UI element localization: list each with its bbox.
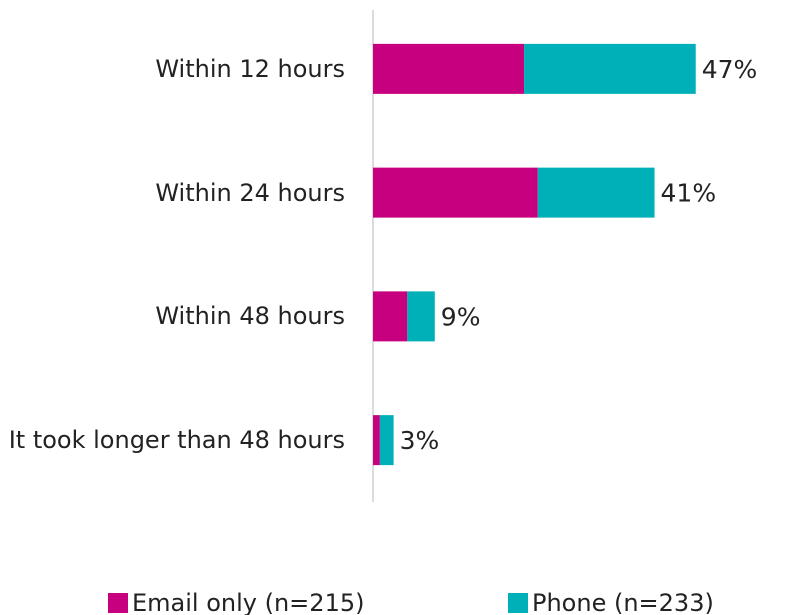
total-label: 3% [400,426,440,455]
y-tick-label: It took longer than 48 hours [8,426,345,455]
y-tick-label: Within 48 hours [155,302,345,331]
legend-label: Phone (n=233) [532,589,714,615]
total-label: 41% [661,179,717,208]
bar-segment [537,167,655,218]
bar-segment [373,167,538,218]
bar-segment [379,415,394,466]
total-label: 47% [702,55,758,84]
total-label: 9% [441,302,481,331]
bar-segment [407,291,435,342]
bar-segment [373,291,408,342]
legend-swatch [508,593,528,613]
y-tick-label: Within 24 hours [155,178,345,207]
legend-label: Email only (n=215) [132,589,364,615]
bar-segment [524,43,696,94]
bar-segment [373,415,380,466]
y-tick-label: Within 12 hours [155,54,345,83]
legend-swatch [108,593,128,613]
bar-segment [373,43,525,94]
